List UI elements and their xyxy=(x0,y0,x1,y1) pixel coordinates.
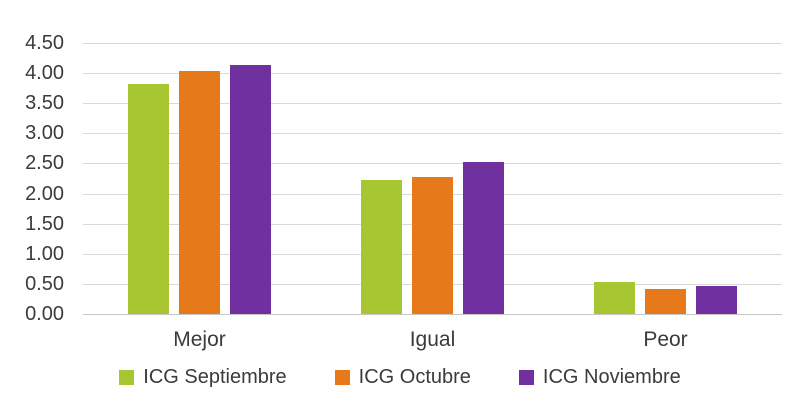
y-axis-tick-label: 3.00 xyxy=(25,122,64,145)
gridline xyxy=(83,163,782,165)
gridline xyxy=(83,133,782,135)
y-axis-tick-label: 4.00 xyxy=(25,62,64,85)
bar-igual-series-2 xyxy=(463,162,504,314)
legend-label: ICG Octubre xyxy=(358,366,471,388)
y-axis-tick-label: 1.00 xyxy=(25,242,64,265)
bar-peor-series-2 xyxy=(696,285,737,314)
legend-label: ICG Noviembre xyxy=(542,366,681,388)
y-axis-tick-label: 2.00 xyxy=(25,182,64,205)
gridline xyxy=(83,43,782,44)
bar-peor-series-1 xyxy=(645,289,686,314)
legend-item-2: ICG Noviembre xyxy=(518,365,681,389)
x-axis-labels: Mejor Igual Peor xyxy=(83,326,782,354)
legend-label: ICG Septiembre xyxy=(143,366,287,388)
bar-group-peor xyxy=(549,43,782,314)
y-axis-tick-label: 2.50 xyxy=(25,152,64,175)
bar-igual-series-1 xyxy=(412,176,453,314)
legend-swatch-icon xyxy=(119,369,135,385)
bar-group-mejor xyxy=(83,43,316,314)
bar-group-igual xyxy=(316,43,549,314)
bar-mejor-series-2 xyxy=(230,65,271,314)
y-axis: 0.00 0.50 1.00 1.50 2.00 2.50 3.00 3.50 4.00 4.50 xyxy=(0,0,66,414)
gridline xyxy=(83,73,782,75)
legend-swatch-icon xyxy=(518,369,534,385)
gridline xyxy=(83,103,782,105)
bar-mejor-series-0 xyxy=(128,83,169,314)
x-axis-category-label: Peor xyxy=(643,328,688,351)
plot-area xyxy=(83,43,782,315)
legend-swatch-icon xyxy=(334,369,350,385)
legend-item-0: ICG Septiembre xyxy=(119,365,287,389)
y-axis-tick-label: 1.50 xyxy=(25,212,64,235)
bar-igual-series-0 xyxy=(361,180,402,314)
y-axis-tick-label: 4.50 xyxy=(25,32,64,54)
legend-item-1: ICG Octubre xyxy=(334,365,471,389)
y-axis-tick-label: 0.50 xyxy=(25,272,64,295)
x-axis-category-label: Mejor xyxy=(173,328,226,351)
y-axis-tick-label: 0.00 xyxy=(25,303,64,325)
x-axis-category-label: Igual xyxy=(409,328,456,351)
y-axis-tick-label: 3.50 xyxy=(25,92,64,115)
legend: ICG Septiembre ICG Octubre ICG Noviembre xyxy=(0,361,800,393)
bar-peor-series-0 xyxy=(594,282,635,314)
bar-mejor-series-1 xyxy=(179,70,220,314)
